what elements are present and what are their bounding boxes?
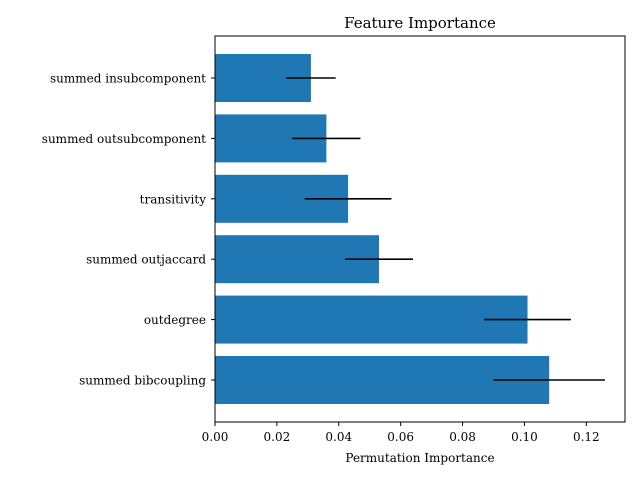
bars-group <box>215 54 550 404</box>
y-tick-label-3: summed outjaccard <box>86 253 206 267</box>
y-tick-label-5: summed bibcoupling <box>79 374 206 388</box>
x-tick-label-5: 0.10 <box>511 430 538 444</box>
y-tick-label-1: summed outsubcomponent <box>42 132 206 146</box>
x-axis-label: Permutation Importance <box>345 451 494 465</box>
x-tick-label-2: 0.04 <box>325 430 352 444</box>
y-tick-label-0: summed insubcomponent <box>50 72 206 86</box>
y-tick-label-2: transitivity <box>140 192 207 206</box>
x-tick-label-1: 0.02 <box>264 430 291 444</box>
plot-frame <box>214 35 626 423</box>
x-axis-ticks: 0.00 0.02 0.04 0.06 0.08 0.10 0.12 <box>202 422 600 444</box>
y-axis-ticks: summed insubcomponent summed outsubcompon… <box>42 72 215 388</box>
chart-title: Feature Importance <box>344 14 496 32</box>
bar-4 <box>215 295 528 344</box>
x-tick-label-6: 0.12 <box>573 430 600 444</box>
y-tick-label-4: outdegree <box>144 313 206 327</box>
x-tick-label-4: 0.08 <box>449 430 476 444</box>
error-bars-group <box>286 77 605 381</box>
x-tick-label-0: 0.00 <box>202 430 229 444</box>
x-tick-label-3: 0.06 <box>387 430 414 444</box>
